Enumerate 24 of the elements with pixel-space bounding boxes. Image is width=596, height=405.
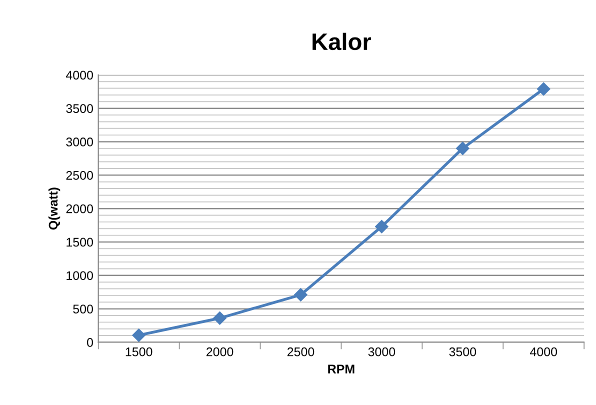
y-tick-label: 4000: [66, 70, 93, 80]
x-tick-label: 1500: [126, 347, 152, 356]
y-axis-title: Q(watt): [48, 188, 60, 230]
point: [375, 220, 388, 234]
x-tick-label: 2000: [206, 347, 234, 356]
x-tick-label: 2500: [287, 347, 314, 356]
y-tick-label: 2500: [66, 170, 93, 180]
point: [456, 142, 470, 156]
y-tick-label: 2000: [66, 204, 93, 214]
point: [537, 82, 550, 96]
x-tick-label: 4000: [530, 347, 558, 356]
y-tick-label: 3500: [66, 104, 93, 113]
x-axis-title: RPM: [328, 364, 354, 374]
point: [294, 288, 308, 302]
y-tick-label: 3000: [66, 138, 93, 146]
point: [213, 312, 226, 325]
chart-title: Kalor: [312, 32, 372, 50]
x-tick-label: 3500: [449, 347, 476, 356]
y-tick-label: 1500: [66, 238, 93, 247]
y-tick-label: 0: [87, 338, 93, 347]
x-tick-label: 3000: [368, 347, 396, 356]
y-tick-label: 1000: [66, 271, 93, 280]
point: [132, 328, 146, 342]
y-tick-label: 500: [73, 304, 93, 314]
